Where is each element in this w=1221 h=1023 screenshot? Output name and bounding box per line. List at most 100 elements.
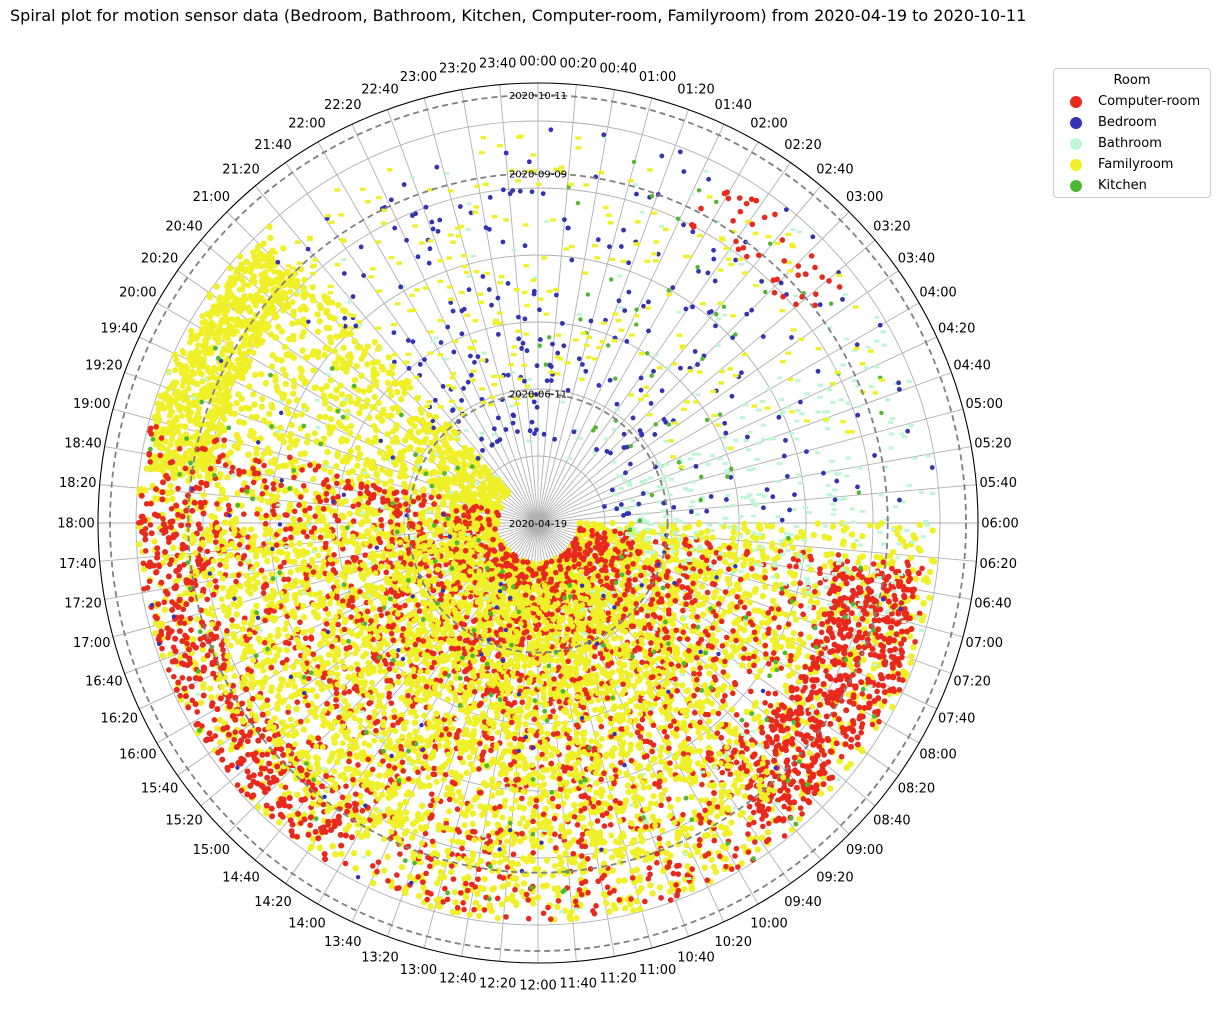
angular-gridline	[351, 124, 539, 524]
data-point	[441, 441, 449, 449]
data-point	[316, 844, 324, 852]
data-point	[351, 672, 358, 679]
data-point	[696, 747, 704, 755]
data-point	[340, 344, 347, 352]
data-point	[395, 678, 402, 686]
data-point	[757, 667, 764, 675]
data-point	[715, 686, 722, 693]
data-point	[197, 699, 205, 706]
data-point	[712, 588, 719, 596]
data-point	[231, 410, 238, 417]
data-point	[293, 397, 301, 404]
data-point	[300, 613, 308, 621]
data-point	[672, 556, 680, 563]
data-point	[364, 343, 372, 350]
data-point	[267, 331, 275, 338]
data-point	[325, 299, 332, 306]
angular-gridline	[537, 89, 615, 524]
data-point	[700, 600, 707, 608]
data-point	[706, 733, 713, 740]
data-point	[435, 691, 443, 698]
data-point	[805, 546, 813, 554]
data-point	[487, 904, 494, 912]
data-point	[278, 328, 286, 335]
data-point	[806, 750, 813, 757]
angular-gridline	[537, 372, 952, 524]
angular-gridline	[537, 109, 689, 524]
data-point	[311, 655, 319, 663]
data-point	[793, 534, 801, 541]
data-point	[290, 311, 297, 319]
data-point	[356, 450, 364, 458]
data-point	[702, 570, 710, 577]
data-point	[250, 391, 257, 398]
data-point	[167, 482, 174, 489]
data-point	[252, 371, 259, 379]
data-point	[850, 543, 857, 550]
data-point	[398, 396, 405, 403]
data-point	[388, 882, 395, 890]
data-point	[592, 706, 599, 713]
data-point	[894, 530, 901, 538]
data-point	[326, 405, 334, 412]
data-point	[866, 521, 874, 529]
angular-gridline	[537, 302, 920, 524]
data-point	[376, 449, 384, 456]
data-point	[470, 471, 478, 478]
data-point	[543, 882, 550, 889]
data-point	[284, 681, 292, 689]
angular-gridline	[499, 84, 539, 524]
data-point	[399, 383, 407, 390]
data-point	[472, 899, 480, 907]
data-point	[475, 912, 483, 920]
data-point	[591, 852, 599, 860]
data-point	[402, 798, 410, 806]
data-point	[351, 376, 359, 384]
data-point	[416, 892, 423, 900]
data-point	[659, 827, 666, 834]
data-point	[280, 438, 288, 446]
data-point	[299, 347, 306, 354]
data-point	[457, 494, 465, 502]
data-point	[704, 832, 711, 839]
data-point	[518, 888, 526, 896]
data-point	[610, 635, 618, 642]
data-point	[444, 696, 451, 703]
data-point	[233, 611, 241, 618]
data-point	[612, 905, 619, 912]
data-point	[746, 592, 753, 599]
data-point	[263, 810, 270, 817]
data-point	[633, 536, 640, 544]
data-point	[890, 548, 897, 556]
data-point	[307, 844, 314, 852]
data-point	[588, 808, 595, 815]
data-point	[889, 703, 896, 711]
data-point	[411, 719, 419, 727]
data-point	[907, 554, 915, 562]
angular-gridline	[537, 336, 937, 524]
data-point	[607, 793, 614, 801]
angular-gridline	[387, 109, 539, 524]
data-point	[282, 462, 290, 469]
data-point	[354, 462, 361, 470]
data-point	[288, 541, 295, 549]
data-point	[708, 636, 716, 644]
data-point	[135, 541, 143, 548]
data-point	[697, 562, 704, 570]
data-point	[741, 793, 749, 800]
angular-gridline	[537, 185, 822, 524]
data-point	[298, 333, 306, 340]
data-point	[665, 739, 672, 747]
data-point	[543, 791, 550, 799]
data-point	[370, 404, 378, 411]
data-point	[264, 557, 271, 565]
data-point	[702, 576, 709, 583]
data-point	[151, 538, 158, 545]
data-point	[600, 890, 608, 898]
data-point	[563, 779, 570, 786]
data-point	[710, 708, 717, 716]
data-point	[300, 726, 308, 733]
data-point	[759, 619, 766, 626]
data-point	[325, 610, 332, 617]
data-point	[374, 478, 382, 485]
